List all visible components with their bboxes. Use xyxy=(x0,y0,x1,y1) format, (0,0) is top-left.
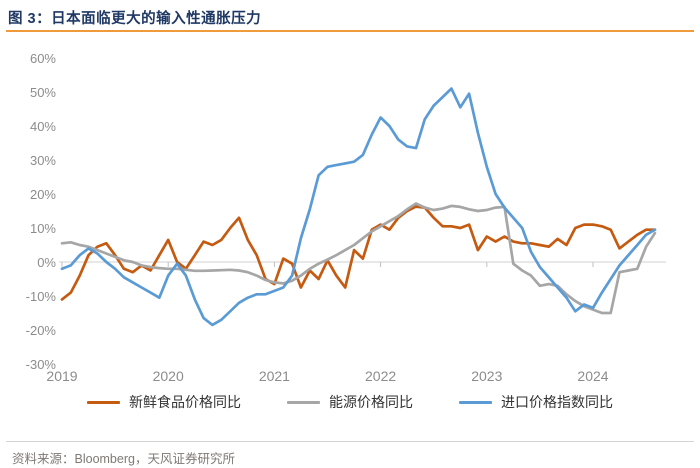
x-axis-label: 2021 xyxy=(259,368,290,384)
y-axis-label: 60% xyxy=(30,51,56,66)
import-price-line-swatch xyxy=(459,400,492,404)
legend-label-import-price: 进口价格指数同比 xyxy=(501,394,613,410)
x-axis-label: 2024 xyxy=(577,368,608,384)
figure-title: 图 3：日本面临更大的输入性通胀压力 xyxy=(8,11,262,27)
chart-legend: 新鲜食品价格同比 能源价格同比 进口价格指数同比 xyxy=(0,390,700,414)
y-axis-label: -30% xyxy=(26,357,57,372)
legend-item-energy: 能源价格同比 xyxy=(287,392,413,412)
y-axis-label: 0% xyxy=(37,255,56,270)
x-axis-label: 2019 xyxy=(46,368,77,384)
fresh-food-line-swatch xyxy=(87,400,120,404)
source-note: 资料来源：Bloomberg，天风证券研究所 xyxy=(12,452,235,466)
x-axis-label: 2023 xyxy=(471,368,502,384)
y-axis-label: -20% xyxy=(26,323,57,338)
y-axis-label: 40% xyxy=(30,119,56,134)
legend-item-import-price: 进口价格指数同比 xyxy=(459,392,613,412)
legend-label-fresh-food: 新鲜食品价格同比 xyxy=(129,394,241,410)
y-axis-label: 30% xyxy=(30,153,56,168)
line-chart: 2019 2020 2021 2022 2023 2024 60% 50% 40% 30% 20% 1… xyxy=(26,51,666,384)
x-axis-label: 2022 xyxy=(365,368,396,384)
title-underline xyxy=(6,30,694,32)
y-axis-label: -10% xyxy=(26,289,57,304)
series-line-fresh-food xyxy=(60,205,657,301)
legend-item-fresh-food: 新鲜食品价格同比 xyxy=(87,392,241,412)
y-axis-label: 10% xyxy=(30,221,56,236)
y-axis-label: 20% xyxy=(30,187,56,202)
y-axis-label: 50% xyxy=(30,85,56,100)
energy-line-swatch xyxy=(287,400,320,404)
x-axis-label: 2020 xyxy=(153,368,184,384)
legend-label-energy: 能源价格同比 xyxy=(329,394,413,410)
series-line-import-price-index xyxy=(60,87,657,327)
footer-divider xyxy=(6,441,694,442)
